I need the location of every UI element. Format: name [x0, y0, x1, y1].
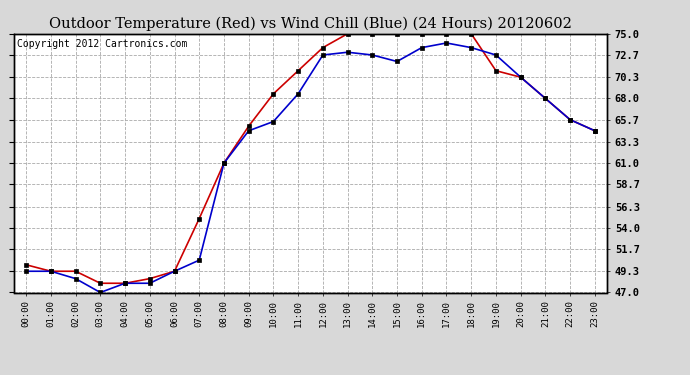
Title: Outdoor Temperature (Red) vs Wind Chill (Blue) (24 Hours) 20120602: Outdoor Temperature (Red) vs Wind Chill …: [49, 17, 572, 31]
Text: Copyright 2012 Cartronics.com: Copyright 2012 Cartronics.com: [17, 39, 187, 49]
